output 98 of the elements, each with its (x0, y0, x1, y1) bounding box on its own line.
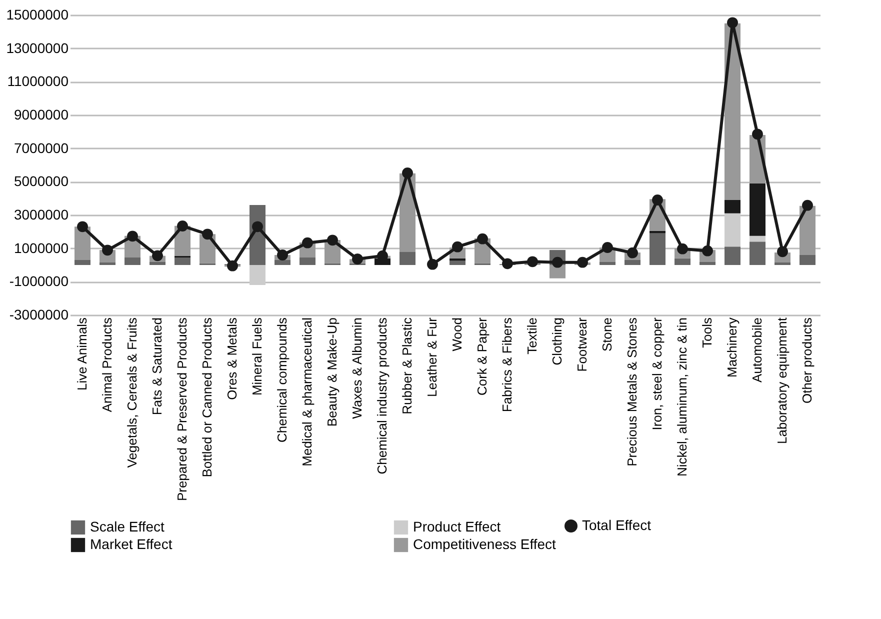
x-tick-label: Footwear (574, 316, 590, 372)
point (502, 258, 513, 270)
y-tick-label: -1000000 (9, 273, 69, 290)
point (77, 221, 88, 232)
point (652, 194, 663, 206)
bar (724, 213, 740, 247)
y-tick-label: 7000000 (14, 140, 69, 156)
bar (750, 183, 766, 236)
bar (750, 236, 766, 242)
point (302, 237, 313, 248)
bar (600, 262, 616, 265)
point (152, 250, 163, 262)
x-tick-label: Medical & pharmaceutical (300, 317, 314, 466)
legend-label: Competitiveness Effect (413, 536, 556, 552)
bar (650, 230, 666, 234)
x-tick-label: Ores & Metals (224, 317, 240, 400)
x-tick-label: Vegetals, Cereals & Fruits (124, 317, 140, 468)
y-tick-label: 5000000 (14, 173, 69, 190)
legend-label: Scale Effect (90, 518, 165, 534)
point (477, 233, 488, 244)
bar (74, 260, 90, 265)
legend-label: Market Effect (90, 536, 172, 552)
bar (124, 258, 140, 265)
x-tick-label: Precious Metals & Stones (624, 317, 640, 466)
bar (724, 246, 740, 265)
x-tick-label: Fabrics & Fibers (500, 317, 514, 412)
bar (300, 258, 316, 265)
bar (800, 206, 816, 255)
x-tick-label: Other products (800, 317, 814, 404)
bar (750, 242, 766, 265)
x-tick-label: Clothing (550, 318, 564, 366)
point (777, 246, 788, 258)
x-tick-label: Bottled or Canned Products (200, 317, 214, 478)
y-tick-label: 11000000 (7, 73, 69, 90)
point (427, 258, 438, 270)
x-tick-label: Chemical compounds (274, 317, 290, 443)
y-tick-label: -3000000 (9, 306, 69, 322)
bar (150, 262, 166, 265)
point (227, 260, 238, 272)
x-tick-label: Stone (600, 318, 614, 352)
x-tick-label: Cork & Paper (474, 316, 490, 396)
point (752, 128, 763, 140)
y-tick-label: 9000000 (14, 106, 69, 122)
bar (674, 258, 690, 265)
x-tick-label: Leather & Fur (424, 316, 440, 397)
point (252, 221, 263, 232)
bar (650, 233, 666, 265)
point (352, 254, 363, 264)
point (802, 200, 813, 211)
point (702, 245, 713, 256)
bar (450, 260, 466, 265)
x-tick-label: Machinery (724, 317, 740, 378)
bar (450, 258, 466, 261)
point (602, 242, 613, 253)
x-tick-label: Live Animals (74, 317, 90, 390)
point (527, 256, 538, 268)
x-tick-label: Animal Products (100, 317, 114, 412)
bar (274, 260, 290, 265)
point (402, 168, 413, 178)
point (727, 17, 738, 28)
x-tick-label: Wood (450, 318, 464, 352)
x-tick-label: Prepared & Preserved Products (174, 317, 190, 502)
point (327, 234, 338, 246)
bar (800, 255, 816, 265)
point (452, 241, 463, 252)
bar (724, 200, 740, 214)
point (677, 243, 688, 254)
x-tick-label: Beauty & Make-Up (324, 318, 340, 427)
y-tick-label: 3000000 (14, 206, 69, 222)
y-tick-label: 1000000 (14, 240, 69, 256)
x-tick-label: Mineral Fuels (250, 317, 264, 396)
legend-label: Product Effect (413, 518, 501, 534)
point (102, 244, 113, 256)
point (577, 256, 588, 268)
bar (700, 262, 716, 265)
x-tick-label: Fats & Saturated (150, 318, 164, 416)
point (277, 250, 288, 260)
y-tick-label: 15000000 (6, 6, 69, 22)
bar (174, 258, 190, 265)
x-tick-label: Automobile (750, 318, 764, 383)
x-tick-label: Waxes & Albumin (350, 318, 364, 419)
point (627, 247, 638, 258)
y-tick-label: 13000000 (6, 40, 69, 56)
bar (250, 265, 266, 285)
bar (400, 252, 416, 265)
x-tick-label: Iron, steel & copper (650, 316, 664, 430)
x-tick-label: Textile (524, 318, 540, 354)
point (127, 230, 138, 242)
x-tick-label: Laboratory equipment (774, 317, 790, 444)
x-tick-label: Rubber & Plastic (400, 317, 414, 414)
point (202, 228, 213, 240)
x-tick-label: Chemical industry products (374, 317, 390, 474)
legend-label: Total Effect (582, 517, 652, 533)
x-tick-label: Tools (700, 317, 714, 348)
bar (624, 260, 640, 265)
x-tick-label: Nickel, aluminum, zinc & tin (674, 318, 690, 476)
point (177, 220, 188, 232)
bar (550, 265, 566, 278)
